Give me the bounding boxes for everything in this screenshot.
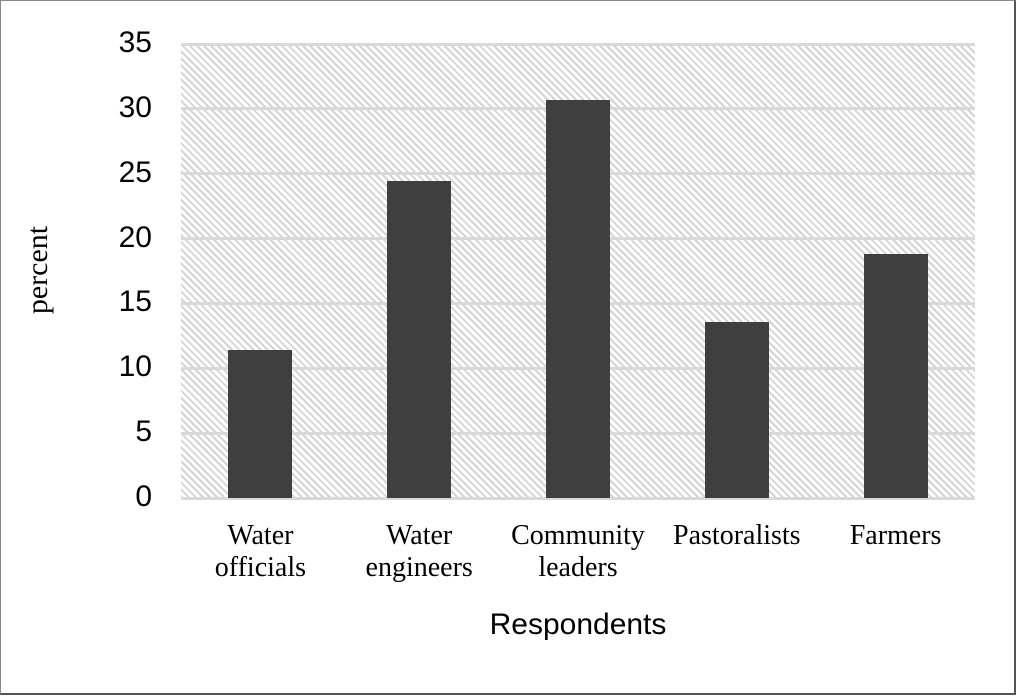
bar: [863, 254, 928, 498]
y-axis-title: percent: [21, 225, 54, 315]
x-tick-label-line: leaders: [538, 552, 618, 583]
x-tick-label-line: Community: [511, 520, 645, 551]
x-axis-title: Respondents: [489, 608, 667, 641]
bar: [228, 350, 293, 498]
gridline: [181, 496, 975, 500]
x-tick-label-line: Farmers: [849, 520, 942, 551]
bar: [387, 181, 452, 498]
x-tick-label: Farmers: [816, 520, 976, 552]
x-tick-label: Community leaders: [498, 520, 658, 584]
x-tick-label-line: engineers: [365, 552, 473, 583]
y-tick-label: 10: [118, 350, 152, 384]
y-tick-label: 25: [118, 155, 152, 189]
y-tick-label: 30: [118, 90, 152, 124]
y-tick-label: 15: [118, 285, 152, 319]
y-tick-label: 20: [118, 220, 152, 254]
x-tick-label-line: Pastoralists: [673, 520, 801, 551]
gridline: [181, 42, 975, 46]
x-tick-label: Water engineers: [339, 520, 499, 584]
x-tick-label: Pastoralists: [657, 520, 817, 552]
plot-area: [181, 42, 975, 500]
x-tick-label: Water officials: [180, 520, 340, 584]
y-tick-label: 0: [135, 480, 152, 513]
y-tick-label: 5: [135, 415, 152, 449]
y-tick-label: 35: [118, 26, 152, 59]
x-tick-label-line: Water: [227, 520, 294, 551]
x-tick-label-line: Water: [386, 520, 453, 551]
bar: [704, 321, 769, 498]
x-tick-label-line: officials: [214, 552, 306, 583]
bar: [546, 99, 610, 498]
